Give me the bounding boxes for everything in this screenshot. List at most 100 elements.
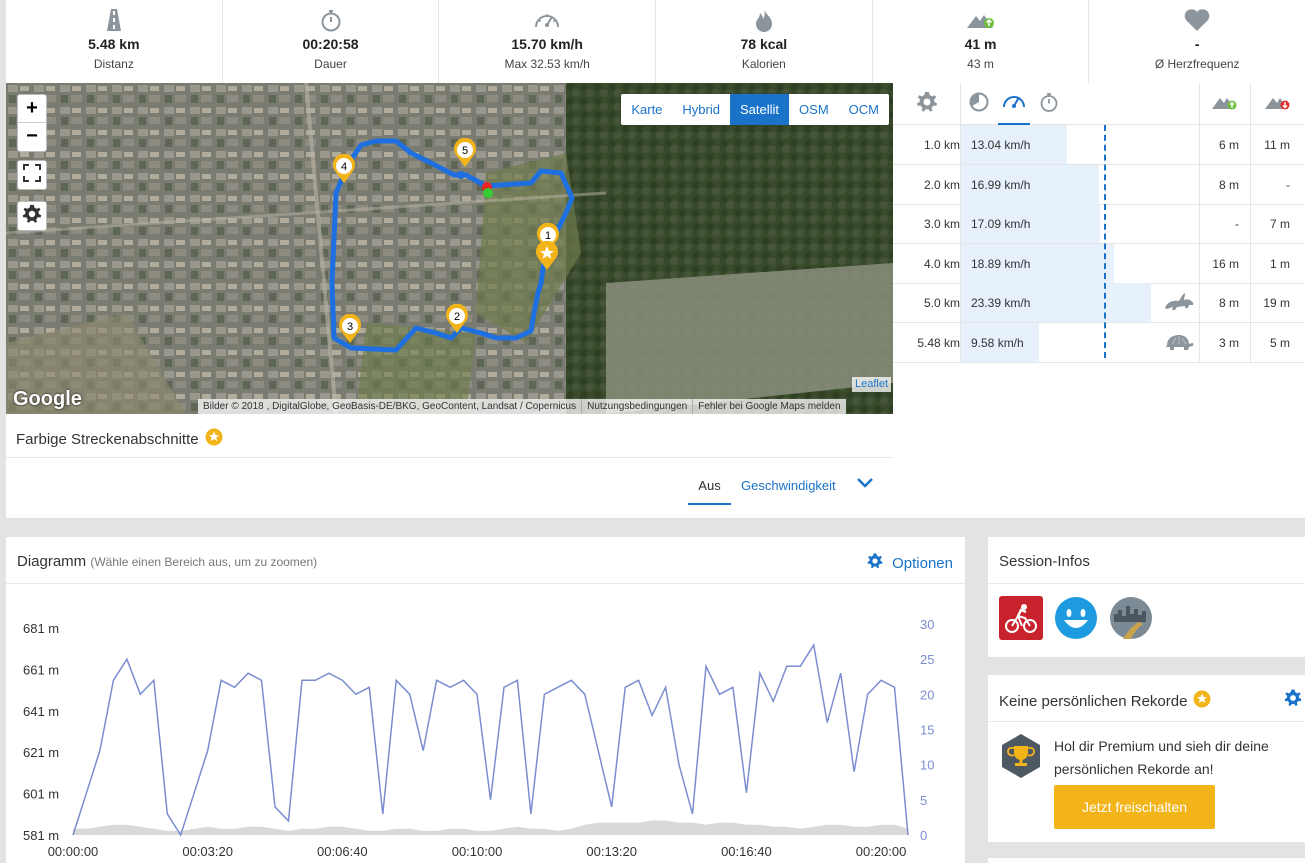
- settings-button[interactable]: [893, 83, 960, 125]
- y-right-tick-label: 15: [920, 723, 934, 738]
- speedometer-icon: [1002, 91, 1026, 116]
- fullscreen-button[interactable]: [17, 160, 47, 190]
- chevron-down-icon[interactable]: [856, 476, 874, 493]
- turtle-icon: [1163, 332, 1195, 355]
- colored-sections-panel: Farbige Streckenabschnitte Aus Geschwind…: [6, 414, 893, 518]
- colored-sections-label: Farbige Streckenabschnitte: [16, 430, 199, 448]
- x-tick-label: 00:00:00: [48, 844, 99, 859]
- speedometer-icon: [533, 6, 561, 34]
- stat-label: Ø Herzfrequenz: [1154, 57, 1240, 71]
- leaflet-link[interactable]: Leaflet: [851, 377, 891, 392]
- split-row: 5.48 km 9.58 km/h 3 m 5 m: [893, 323, 1305, 363]
- stopwatch-icon: [319, 6, 343, 34]
- split-descent: 5 m: [1269, 336, 1290, 350]
- split-marker[interactable]: 1: [536, 223, 560, 253]
- elevation-up-icon: [966, 6, 996, 34]
- diagram-hint: (Wähle einen Bereich aus, um zu zoomen): [90, 555, 318, 569]
- gear-icon: [21, 203, 43, 230]
- options-label: Optionen: [892, 554, 953, 572]
- y-left-tick-label: 661 m: [23, 662, 59, 677]
- report-error-link[interactable]: Fehler bei Google Maps melden: [698, 401, 841, 412]
- stat-value: 78 kcal: [740, 36, 788, 52]
- zoom-out-button[interactable]: −: [26, 125, 38, 147]
- satellite-imagery: [6, 83, 893, 414]
- unlock-premium-button[interactable]: Jetzt freischalten: [1054, 785, 1215, 829]
- layer-osm[interactable]: OSM: [799, 102, 829, 117]
- split-distance: 5.0 km: [923, 296, 960, 310]
- elevation-up-icon: [1211, 92, 1239, 117]
- rabbit-icon: [1163, 292, 1195, 315]
- trophy-icon: [1000, 733, 1042, 784]
- flame-icon: [753, 6, 775, 34]
- svg-text:3: 3: [347, 321, 353, 333]
- layer-karte[interactable]: Karte: [631, 102, 663, 117]
- split-ascent: 8 m: [1218, 178, 1239, 192]
- fullscreen-icon: [22, 163, 42, 188]
- records-settings-button[interactable]: [1283, 688, 1303, 713]
- stat-heartrate: - Ø Herzfrequenz: [1089, 0, 1305, 83]
- speed-bar: [961, 244, 1115, 283]
- tab-speed-splits[interactable]: [998, 83, 1030, 125]
- layer-satellit[interactable]: Satellit: [730, 94, 790, 125]
- split-ascent: -: [1235, 217, 1239, 231]
- records-title: Keine persönlichen Rekorde: [999, 690, 1211, 712]
- personal-records-panel: Keine persönlichen Rekorde Hol dir Premi…: [988, 675, 1305, 842]
- split-row: 3.0 km 17.09 km/h - 7 m: [893, 204, 1305, 244]
- y-right-tick-label: 25: [920, 652, 934, 667]
- options-button[interactable]: Optionen: [866, 552, 953, 574]
- premium-star-icon: [205, 428, 223, 450]
- y-left-tick-label: 581 m: [23, 828, 59, 843]
- smiley-icon[interactable]: [1054, 596, 1098, 640]
- map-settings-button[interactable]: [17, 201, 47, 231]
- layer-ocm[interactable]: OCM: [848, 102, 879, 117]
- route-line: [329, 138, 575, 353]
- colored-sections-title: Farbige Streckenabschnitte: [16, 428, 223, 450]
- stat-label: Kalorien: [741, 57, 786, 71]
- tab-duration[interactable]: [1035, 83, 1063, 125]
- route-map[interactable]: 1 2 3 4 5 + − Karte Hybrid Satellit OSM …: [6, 83, 893, 414]
- split-speed: 17.09 km/h: [971, 217, 1031, 231]
- tab-off[interactable]: Aus: [688, 478, 731, 505]
- diagram-title-text: Diagramm: [17, 553, 87, 570]
- session-info-title: Session-Infos: [999, 553, 1090, 570]
- split-descent: 19 m: [1263, 296, 1290, 310]
- tab-pace[interactable]: [965, 83, 993, 125]
- divider: [960, 83, 961, 362]
- divider: [988, 583, 1305, 584]
- city-road-icon[interactable]: [1109, 596, 1153, 640]
- stat-label: 43 m: [967, 57, 994, 71]
- map-attribution: Bilder © 2018 , DigitalGlobe, GeoBasis-D…: [198, 399, 846, 414]
- layer-hybrid[interactable]: Hybrid: [682, 102, 720, 117]
- zoom-in-button[interactable]: +: [18, 95, 46, 123]
- svg-text:5: 5: [462, 145, 468, 157]
- speed-bar: [961, 283, 1151, 322]
- speed-bar: [961, 125, 1067, 164]
- elevation-speed-chart[interactable]: 681 m 661 m 641 m 621 m 601 m 581 m 30 25 20 15 10…: [6, 584, 965, 863]
- tab-speed[interactable]: Geschwindigkeit: [741, 478, 836, 493]
- start-star-marker[interactable]: [535, 241, 559, 271]
- y-right-tick-label: 5: [920, 793, 927, 808]
- split-marker[interactable]: 4: [332, 154, 356, 184]
- cycling-icon[interactable]: [999, 596, 1043, 640]
- divider: [6, 457, 893, 458]
- elevation-down-icon: [1264, 92, 1292, 117]
- split-marker[interactable]: 5: [453, 138, 477, 168]
- speed-line: [72, 643, 909, 837]
- split-ascent: 3 m: [1218, 336, 1239, 350]
- stat-value: 41 m: [964, 36, 997, 52]
- split-row: 5.0 km 23.39 km/h 8 m 19 m: [893, 283, 1305, 323]
- split-descent: 1 m: [1269, 257, 1290, 271]
- split-marker[interactable]: 2: [445, 304, 469, 334]
- split-marker[interactable]: 3: [338, 314, 362, 344]
- pie-clock-icon: [969, 92, 989, 117]
- split-row: 2.0 km 16.99 km/h 8 m -: [893, 165, 1305, 205]
- split-speed: 23.39 km/h: [971, 296, 1031, 310]
- records-title-text: Keine persönlichen Rekorde: [999, 692, 1188, 710]
- split-speed: 13.04 km/h: [971, 138, 1031, 152]
- diagram-title: Diagramm (Wähle einen Bereich aus, um zu…: [17, 553, 317, 570]
- svg-text:2: 2: [454, 311, 460, 323]
- terms-link[interactable]: Nutzungsbedingungen: [582, 399, 694, 414]
- stat-label: Dauer: [314, 57, 347, 71]
- layer-switcher: Karte Hybrid Satellit OSM OCM: [621, 94, 889, 125]
- split-row: 4.0 km 18.89 km/h 16 m 1 m: [893, 244, 1305, 284]
